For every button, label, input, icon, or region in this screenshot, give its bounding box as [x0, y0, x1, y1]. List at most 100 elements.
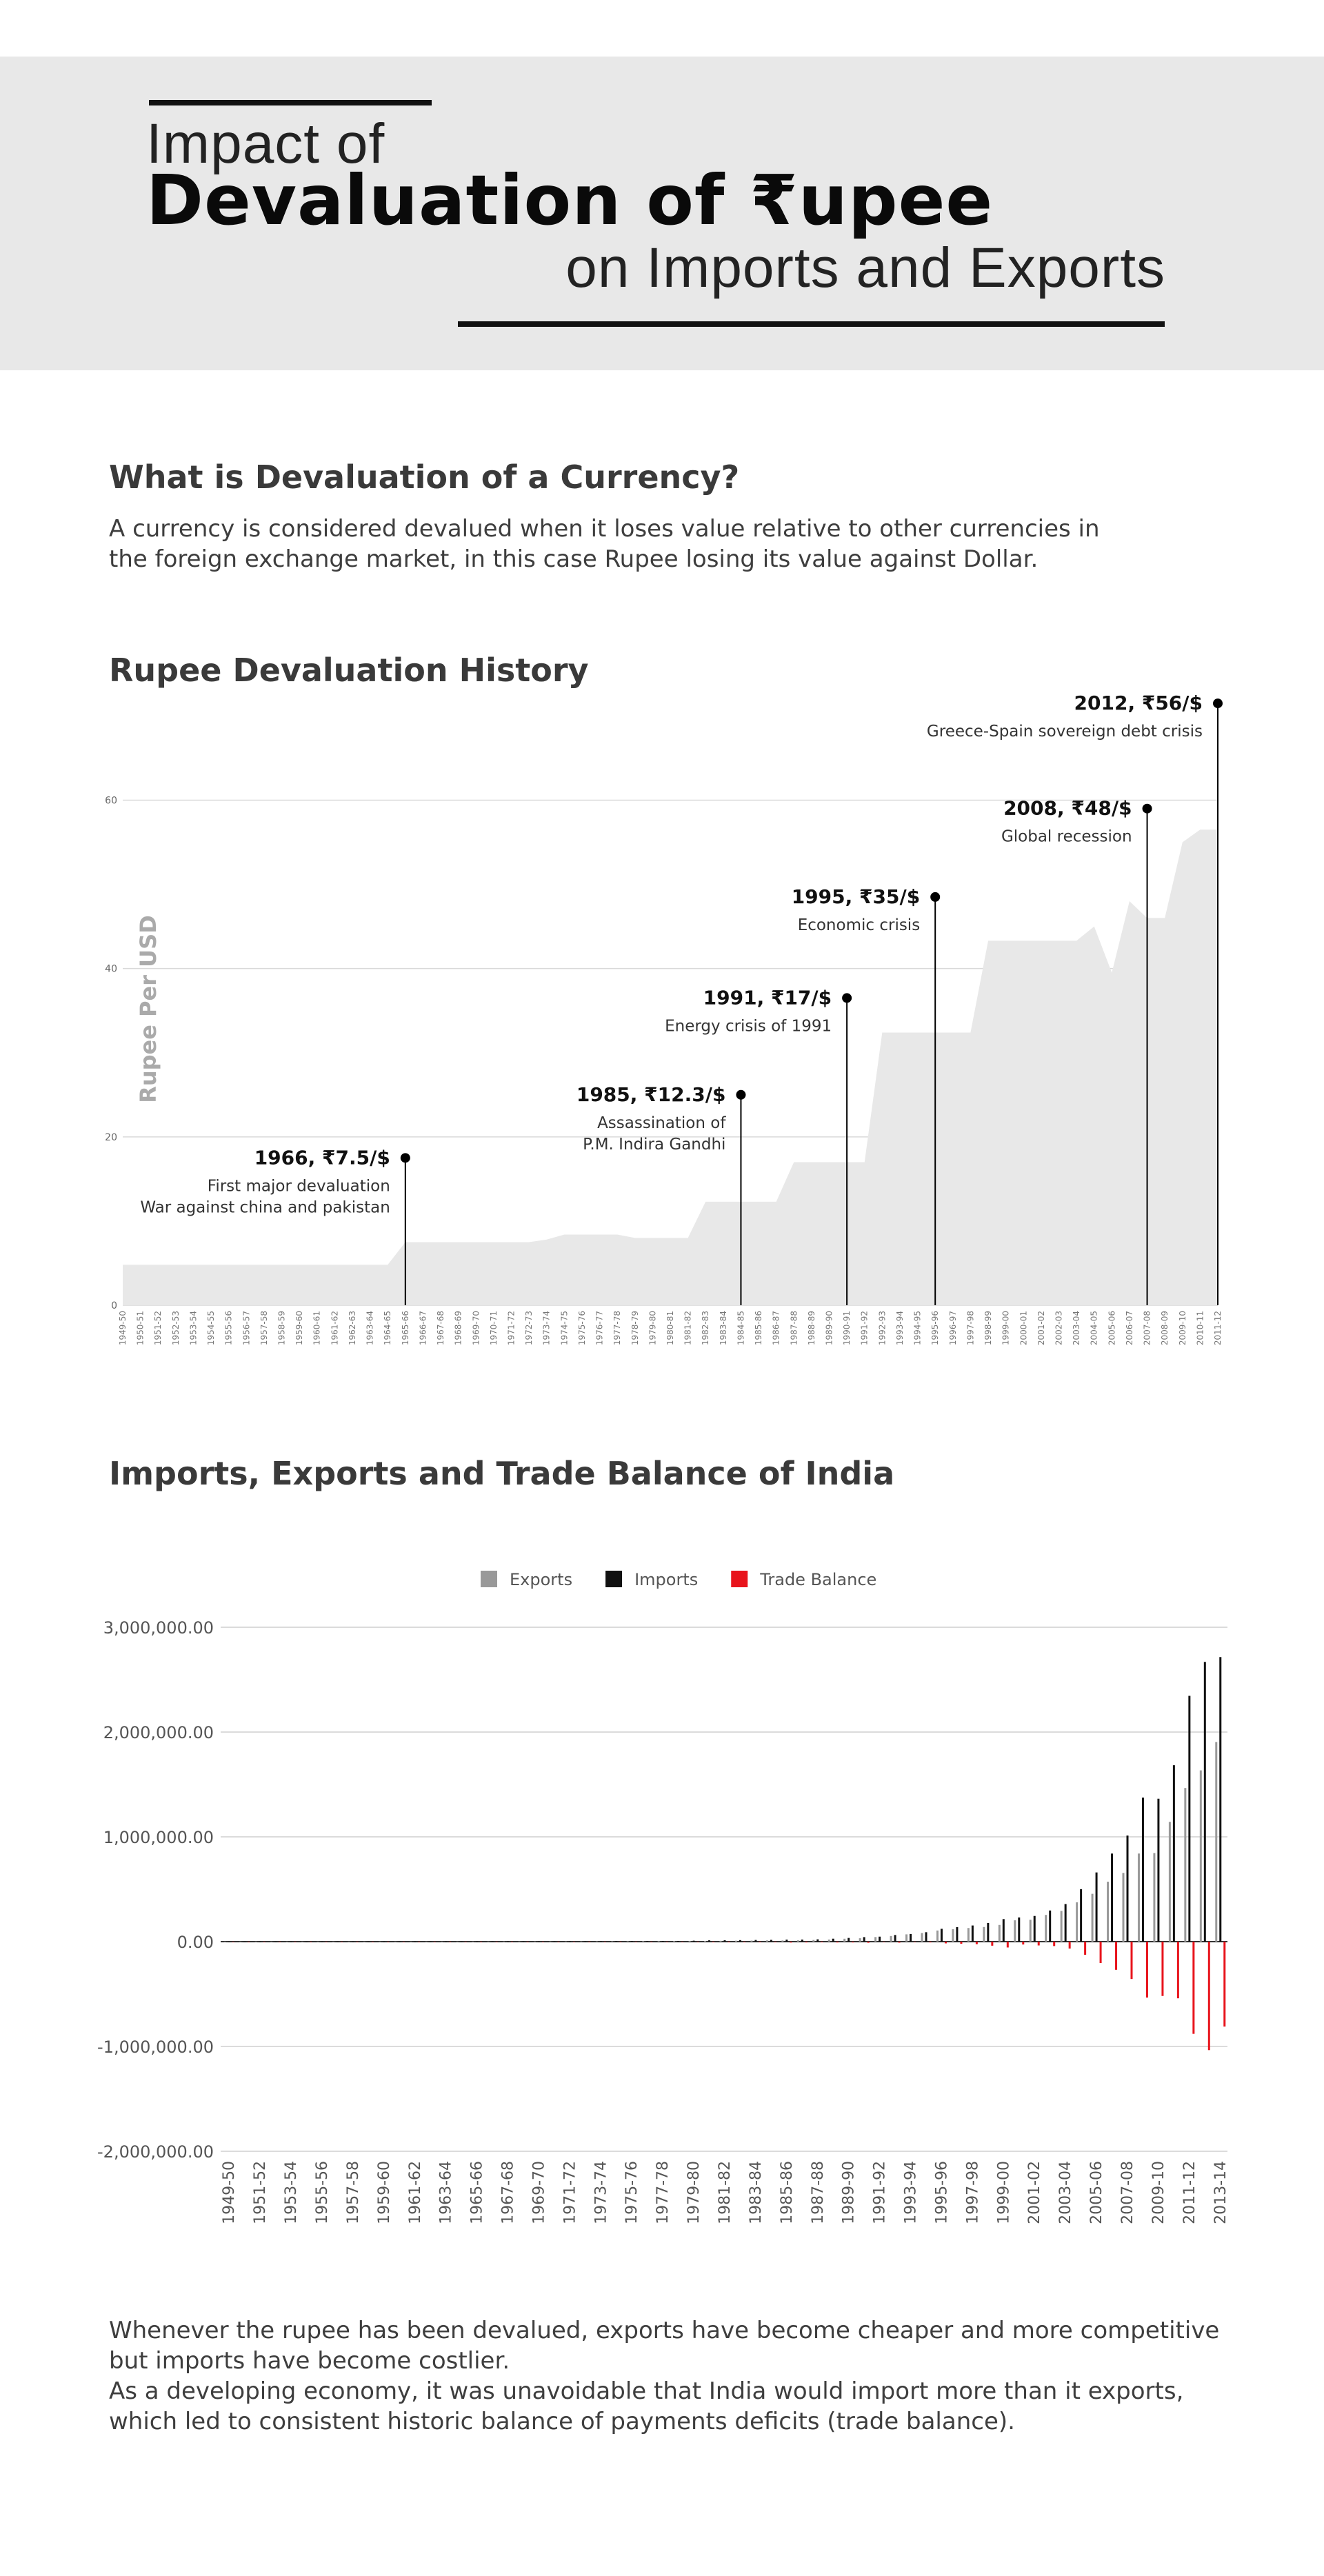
- trade-bar-exports: [642, 1941, 645, 1942]
- history-annotation-label: 1991, ₹17/$: [703, 986, 832, 1009]
- trade-y-tick: -2,000,000.00: [97, 2142, 214, 2162]
- history-x-tick: 1997-98: [965, 1311, 975, 1345]
- history-annotation-marker: [930, 892, 941, 902]
- trade-bar-exports: [1122, 1873, 1125, 1942]
- trade-bar-trade-balance: [944, 1942, 947, 1944]
- history-annotation-note: War against china and pakistan: [140, 1198, 390, 1216]
- trade-bar-trade-balance: [1176, 1942, 1179, 1999]
- trade-bar-exports: [921, 1933, 923, 1942]
- trade-legend-label: Trade Balance: [759, 1570, 876, 1589]
- history-annotation-marker: [736, 1089, 746, 1100]
- trade-bar-exports: [828, 1939, 830, 1942]
- trade-x-tick: 1965-66: [469, 2161, 486, 2224]
- trade-x-tick: 1951-52: [252, 2161, 269, 2224]
- trade-bar-imports: [816, 1939, 819, 1942]
- header-rule-top: [149, 100, 432, 105]
- trade-bar-exports: [936, 1930, 939, 1942]
- trade-x-tick: 1993-94: [903, 2161, 920, 2224]
- history-annotation-note: Economic crisis: [798, 916, 921, 934]
- trade-y-tick: 3,000,000.00: [103, 1618, 214, 1638]
- history-x-tick: 1981-82: [683, 1311, 693, 1345]
- header-rule-bottom: [458, 321, 1165, 327]
- history-x-tick: 1987-88: [789, 1311, 799, 1345]
- trade-bar-trade-balance: [1223, 1942, 1226, 2027]
- history-x-tick: 1974-75: [559, 1311, 569, 1345]
- history-x-tick: 1982-83: [701, 1311, 710, 1345]
- history-x-tick: 2000-01: [1019, 1311, 1028, 1345]
- trade-x-tick: 2013-14: [1212, 2161, 1230, 2224]
- history-x-tick: 1949-50: [118, 1311, 128, 1345]
- trade-bar-imports: [925, 1932, 927, 1942]
- trade-bar-imports: [785, 1940, 788, 1942]
- history-x-tick: 2007-08: [1143, 1311, 1152, 1345]
- history-x-tick: 1958-59: [277, 1311, 287, 1345]
- trade-bar-exports: [673, 1941, 676, 1942]
- trade-x-tick: 1983-84: [748, 2161, 765, 2224]
- history-x-tick: 1975-76: [577, 1311, 587, 1345]
- trade-x-tick: 1979-80: [685, 2161, 703, 2224]
- trade-bar-imports: [615, 1941, 618, 1942]
- trade-bar-trade-balance: [1145, 1942, 1148, 1998]
- history-x-tick: 2011-12: [1213, 1311, 1223, 1345]
- history-x-tick: 1984-85: [736, 1311, 745, 1345]
- trade-bar-imports: [1064, 1904, 1067, 1942]
- history-x-tick: 1979-80: [648, 1311, 657, 1345]
- history-annotation-label: 1985, ₹12.3/$: [576, 1083, 726, 1106]
- trade-bar-imports: [1126, 1835, 1129, 1942]
- trade-bar-imports: [692, 1940, 695, 1942]
- trade-bar-imports: [956, 1926, 959, 1942]
- history-x-tick: 2006-07: [1125, 1311, 1134, 1345]
- trade-y-tick: -1,000,000.00: [97, 2037, 214, 2057]
- history-x-tick: 1989-90: [825, 1311, 834, 1345]
- trade-bar-exports: [1168, 1822, 1171, 1942]
- history-x-tick: 1988-89: [807, 1311, 816, 1345]
- history-y-tick: 20: [105, 1132, 117, 1143]
- trade-bar-exports: [734, 1940, 737, 1942]
- history-y-tick: 0: [111, 1300, 117, 1311]
- title-line3: on Imports and Exports: [565, 237, 1165, 299]
- conclusion-text-line: Whenever the rupee has been devalued, ex…: [109, 2317, 1220, 2344]
- trade-bar-exports: [1107, 1882, 1110, 1942]
- trade-x-tick: 1963-64: [438, 2161, 455, 2224]
- trade-bar-imports: [1080, 1889, 1083, 1942]
- history-annotation-label: 2008, ₹48/$: [1003, 797, 1132, 820]
- trade-x-tick: 1995-96: [933, 2161, 950, 2224]
- trade-bar-imports: [832, 1938, 834, 1942]
- history-x-tick: 1960-61: [312, 1311, 322, 1345]
- trade-bar-exports: [890, 1935, 892, 1942]
- history-heading: Rupee Devaluation History: [109, 652, 589, 689]
- trade-bar-imports: [1033, 1915, 1036, 1942]
- history-x-tick: 1964-65: [383, 1311, 392, 1345]
- trade-legend-swatch: [481, 1571, 497, 1587]
- history-x-tick: 1978-79: [630, 1311, 640, 1345]
- trade-x-tick: 1999-00: [995, 2161, 1012, 2224]
- trade-bar-imports: [723, 1940, 726, 1942]
- trade-bar-imports: [910, 1933, 912, 1942]
- trade-x-tick: 1959-60: [376, 2161, 393, 2224]
- trade-x-tick: 1997-98: [964, 2161, 981, 2224]
- trade-y-tick: 2,000,000.00: [103, 1723, 214, 1742]
- trade-y-tick: 1,000,000.00: [103, 1828, 214, 1847]
- trade-bar-trade-balance: [1068, 1942, 1071, 1949]
- trade-bar-exports: [1184, 1788, 1187, 1942]
- trade-bar-imports: [630, 1941, 633, 1942]
- trade-bar-imports: [1095, 1872, 1098, 1942]
- history-annotation-note: Greece-Spain sovereign debt crisis: [927, 723, 1203, 741]
- trade-legend-swatch: [731, 1571, 748, 1587]
- trade-x-tick: 1981-82: [716, 2161, 734, 2224]
- trade-legend-label: Imports: [634, 1570, 698, 1589]
- trade-chart: -2,000,000.00 -1,000,000.00 0.00 1,000,000.…: [97, 1570, 1230, 2224]
- trade-x-tick: 1961-62: [407, 2161, 424, 2224]
- history-x-tick: 1992-93: [877, 1311, 887, 1345]
- history-x-tick: 1973-74: [542, 1311, 552, 1345]
- trade-bar-imports: [754, 1940, 757, 1942]
- trade-bar-exports: [1199, 1770, 1202, 1942]
- trade-bar-exports: [611, 1941, 614, 1942]
- trade-bar-exports: [1060, 1911, 1063, 1942]
- history-x-tick: 1971-72: [506, 1311, 516, 1345]
- history-x-tick: 1990-91: [842, 1311, 852, 1345]
- history-x-tick: 1977-78: [612, 1311, 622, 1345]
- trade-x-tick: 2007-08: [1119, 2161, 1136, 2224]
- history-x-tick: 2003-04: [1072, 1311, 1081, 1345]
- history-annotation-label: 1966, ₹7.5/$: [254, 1146, 390, 1169]
